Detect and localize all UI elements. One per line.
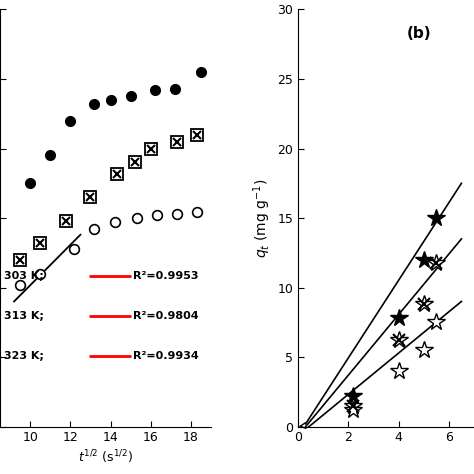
Y-axis label: $q_t\ \mathregular{(mg\ g^{-1})}$: $q_t\ \mathregular{(mg\ g^{-1})}$ bbox=[252, 178, 273, 258]
Text: R²=0.9934: R²=0.9934 bbox=[133, 351, 199, 361]
Text: (b): (b) bbox=[407, 26, 432, 41]
Text: R²=0.9953: R²=0.9953 bbox=[133, 272, 199, 282]
Text: 313 K;: 313 K; bbox=[4, 311, 44, 321]
X-axis label: $t^{1/2}\ \mathregular{(s}^{1/2}\mathregular{)}$: $t^{1/2}\ \mathregular{(s}^{1/2}\mathreg… bbox=[78, 448, 133, 466]
Text: 303 K;: 303 K; bbox=[4, 272, 44, 282]
Text: 323 K;: 323 K; bbox=[4, 351, 44, 361]
Text: R²=0.9804: R²=0.9804 bbox=[133, 311, 199, 321]
